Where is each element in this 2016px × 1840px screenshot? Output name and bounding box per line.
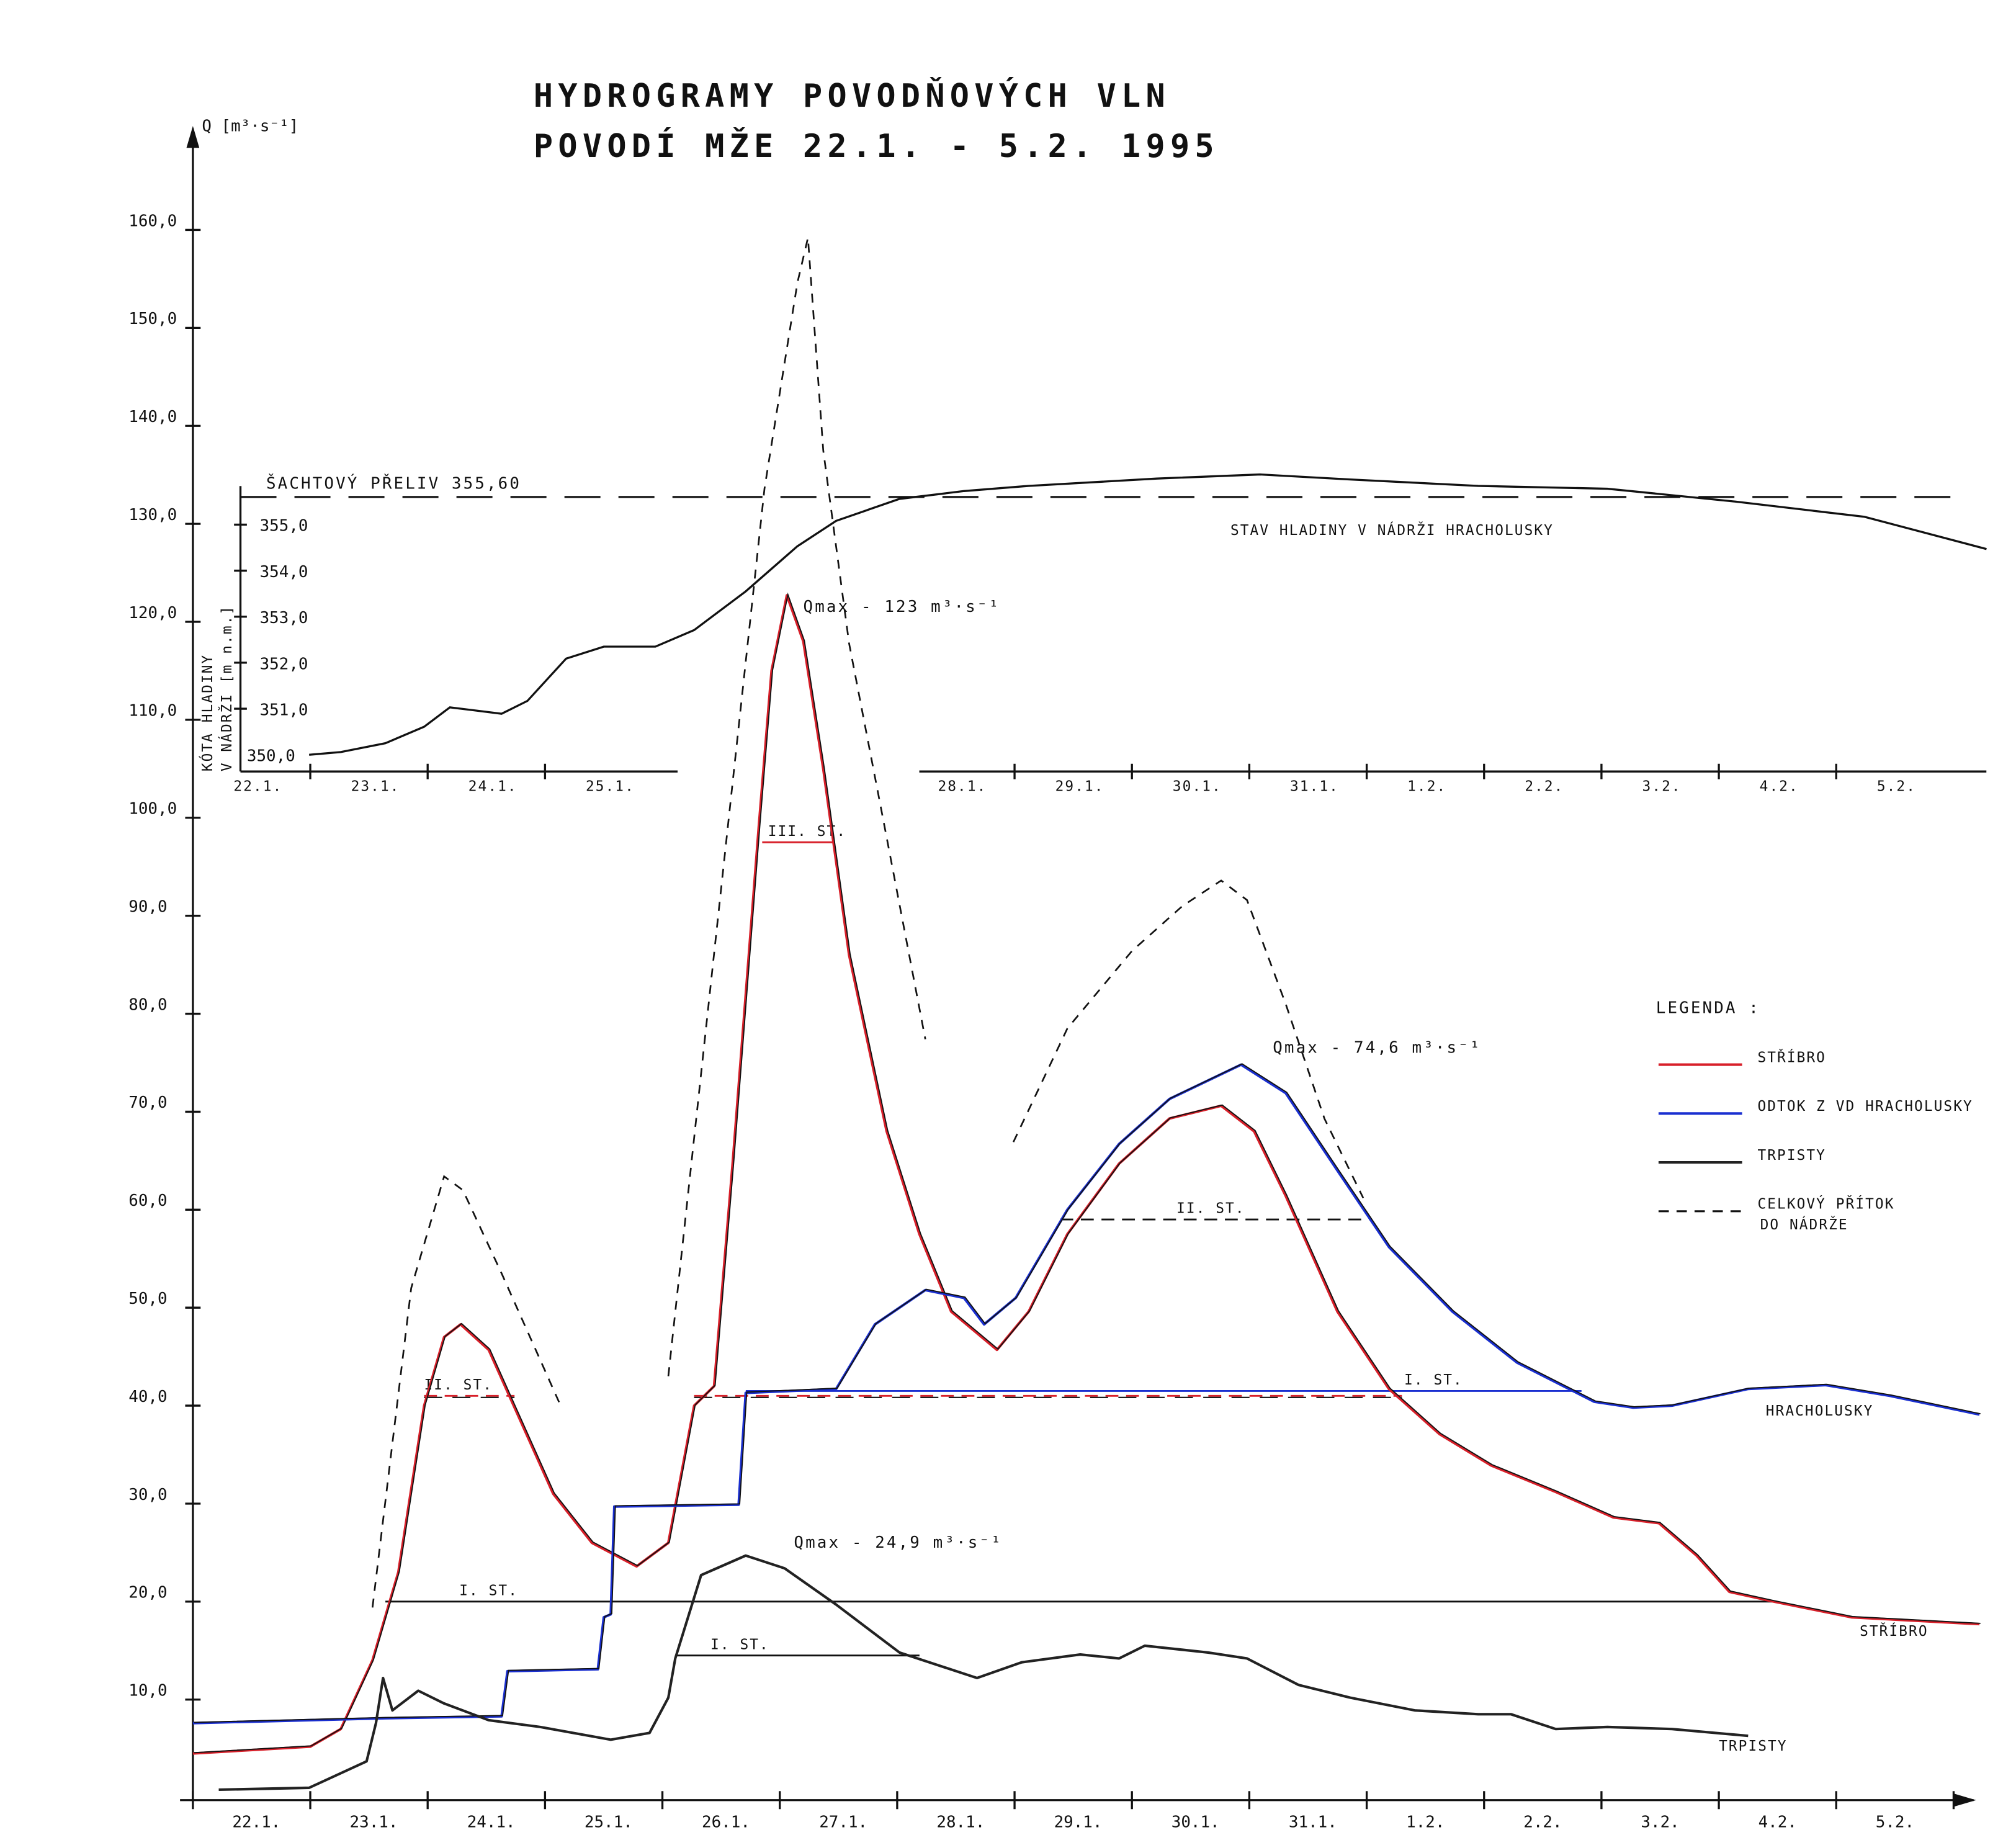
inset-y-tick-label: 352,0 — [260, 655, 308, 673]
water-level-series-label: STAV HLADINY V NÁDRŽI HRACHOLUSKY — [1230, 521, 1554, 539]
inset-x-tick-label: 31.1. — [1290, 778, 1339, 794]
inset-x-tick-label: 2.2. — [1525, 778, 1564, 794]
legend-label: ODTOK Z VD HRACHOLUSKY — [1757, 1098, 1973, 1115]
threshold-label: III. ST. — [768, 824, 846, 840]
y-tick-label: 40,0 — [128, 1388, 167, 1406]
inset-x-tick-label: 25.1. — [586, 778, 635, 794]
inset-y-tick-label: 354,0 — [260, 563, 308, 581]
y-tick-label: 140,0 — [128, 408, 177, 426]
y-tick-label: 160,0 — [128, 212, 177, 230]
spillway-label: ŠACHTOVÝ PŘELIV 355,60 — [266, 472, 521, 493]
x-tick-label: 23.1. — [350, 1813, 398, 1831]
qmax-annotation: Qmax - 24,9 m³·s⁻¹ — [794, 1533, 1002, 1552]
x-tick-label: 2.2. — [1523, 1813, 1562, 1831]
x-tick-label: 30.1. — [1172, 1813, 1220, 1831]
series-st-bro-line — [192, 594, 1980, 1755]
x-tick-label: 3.2. — [1641, 1813, 1679, 1831]
y-tick-label: 90,0 — [128, 897, 167, 916]
y-tick-label: 20,0 — [128, 1584, 167, 1602]
x-tick-label: 26.1. — [702, 1813, 750, 1831]
series-celkov-p-tok-do-n-dr-e-line — [667, 237, 926, 1376]
x-tick-label: 28.1. — [936, 1813, 985, 1831]
axes: 10,0 20,0 30,0 40,0 50,0 60,0 70,0 80,0 90,0 100,… — [128, 126, 1976, 1831]
y-axis-arrow-icon — [186, 126, 200, 148]
inset-y-tick-label: 355,0 — [260, 517, 308, 536]
inset-y-tick-label: 350,0 — [247, 747, 295, 766]
inset-x-tick-label: 22.1. — [233, 778, 282, 794]
y-tick-label: 100,0 — [128, 800, 177, 819]
series-celkov-p-tok-do-n-dr-e-line — [371, 1175, 563, 1608]
y-tick-label: 30,0 — [128, 1486, 167, 1504]
threshold-label: II. ST. — [424, 1377, 493, 1393]
inset-x-tick-label: 28.1. — [938, 778, 987, 794]
y-axis-label: Q [m³·s⁻¹] — [202, 117, 298, 135]
y-tick-label: 10,0 — [128, 1682, 167, 1700]
threshold-label: I. ST. — [710, 1636, 769, 1653]
y-tick-label: 150,0 — [128, 310, 177, 328]
y-tick-label: 70,0 — [128, 1093, 167, 1112]
y-tick-label: 120,0 — [128, 604, 177, 622]
legend-label: TRPISTY — [1757, 1147, 1826, 1164]
y-tick-label: 110,0 — [128, 702, 177, 720]
series-st-bro-line-overlay — [194, 592, 1981, 1754]
series-trpisty-line — [218, 1554, 1749, 1792]
inset-x-tick-label: 23.1. — [351, 778, 400, 794]
threshold-label: I. ST. — [459, 1582, 518, 1599]
x-tick-label: 5.2. — [1876, 1813, 1914, 1831]
y-tick-label: 60,0 — [128, 1192, 167, 1210]
legend-title: LEGENDA : — [1656, 999, 1760, 1018]
inset-y-label-line-2: V NÁDRŽI [m n.m.] — [218, 605, 235, 771]
x-axis-arrow-icon — [1954, 1793, 1976, 1807]
inset-x-tick-label: 4.2. — [1760, 778, 1799, 794]
inset-y-tick-label: 353,0 — [260, 609, 308, 627]
x-tick-label: 4.2. — [1758, 1813, 1797, 1831]
legend: LEGENDA : STŘÍBRO ODTOK Z VD HRACHOLUSKY T… — [1656, 999, 1973, 1233]
chart-title-line-1: HYDROGRAMY POVODŇOVÝCH VLN — [534, 76, 1170, 115]
inset-x-tick-label: 1.2. — [1407, 778, 1446, 794]
x-tick-label: 22.1. — [232, 1813, 280, 1831]
x-tick-label: 29.1. — [1054, 1813, 1103, 1831]
chart-title-line-2: POVODÍ MŽE 22.1. - 5.2. 1995 — [534, 127, 1219, 165]
inset-y-tick-label: 351,0 — [260, 701, 308, 719]
inset-x-tick-label: 24.1. — [468, 778, 517, 794]
x-tick-label: 24.1. — [467, 1813, 516, 1831]
x-tick-label: 27.1. — [819, 1813, 867, 1831]
inset-x-tick-label: 5.2. — [1877, 778, 1916, 794]
qmax-annotation: Qmax - 123 m³·s⁻¹ — [804, 598, 1001, 616]
y-tick-label: 50,0 — [128, 1290, 167, 1308]
series-odtok-z-vd-hracholusky-line-overlay — [194, 1063, 1981, 1723]
y-tick-label: 130,0 — [128, 506, 177, 524]
threshold-label: II. ST. — [1176, 1201, 1245, 1217]
water-level-inset: STAV HLADINY V NÁDRŽI HRACHOLUSKY ŠACHTO… — [199, 472, 1987, 794]
y-tick-label: 80,0 — [128, 995, 167, 1014]
series-end-label: TRPISTY — [1719, 1738, 1788, 1754]
threshold-label: I. ST. — [1404, 1372, 1463, 1388]
x-tick-label: 1.2. — [1406, 1813, 1445, 1831]
inset-x-tick-label: 30.1. — [1173, 778, 1222, 794]
series-celkov-p-tok-do-n-dr-e-line — [1012, 879, 1364, 1199]
inset-x-tick-label: 3.2. — [1642, 778, 1682, 794]
series-end-label: STŘÍBRO — [1860, 1622, 1929, 1640]
qmax-annotation: Qmax - 74,6 m³·s⁻¹ — [1273, 1039, 1481, 1057]
water-level-line — [309, 473, 1987, 756]
legend-label: STŘÍBRO — [1757, 1048, 1826, 1066]
inset-x-tick-label: 29.1. — [1055, 778, 1104, 794]
series — [192, 237, 1981, 1792]
legend-label: CELKOVÝ PŘÍTOK — [1757, 1195, 1894, 1213]
x-tick-label: 25.1. — [585, 1813, 633, 1831]
series-end-label: HRACHOLUSKY — [1766, 1403, 1874, 1419]
x-tick-label: 31.1. — [1289, 1813, 1337, 1831]
thresholds: I. ST. II. ST. III. ST. I. ST. II. ST. I. ST. — [385, 824, 1775, 1657]
annotations: HRACHOLUSKY STŘÍBRO TRPISTY Qmax - 123 m³·s… — [794, 598, 1929, 1754]
inset-y-label-line-1: KÓTA HLADINY — [199, 654, 216, 771]
legend-label: DO NÁDRŽE — [1760, 1216, 1848, 1233]
